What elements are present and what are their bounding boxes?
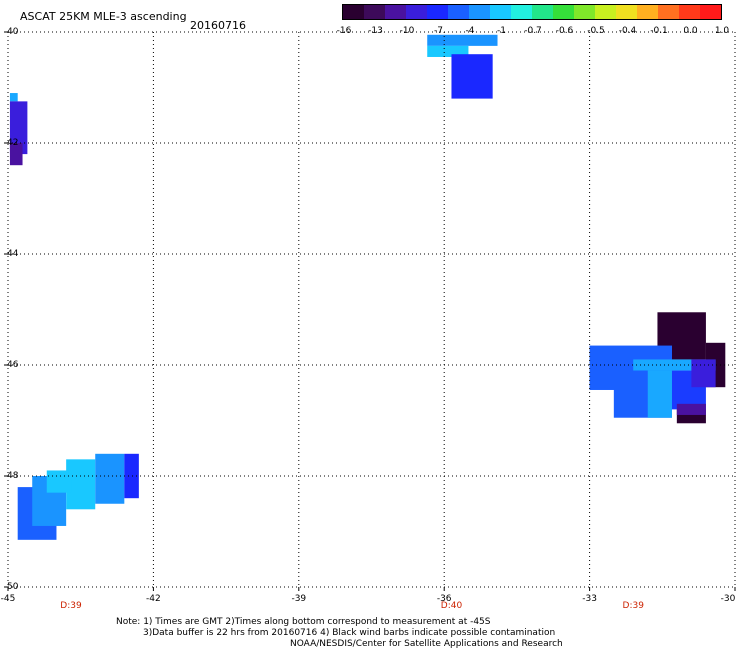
colorbar-segment [637,5,658,19]
time-label: D:39 [60,601,82,611]
colorbar-label: -0.7 [524,26,542,36]
colorbar-segment [343,5,364,19]
wind-swath-cell [124,453,139,499]
note-line-3: NOAA/NESDIS/Center for Satellite Applica… [290,639,563,649]
x-tick-label: -33 [582,594,597,604]
x-tick-label: -36 [436,594,452,604]
colorbar-label: -0.4 [618,26,637,36]
wind-swath-cell [427,34,498,46]
colorbar-label: -1 [497,26,506,36]
wind-swath-cell [95,453,125,504]
y-tick-label: 40 [7,27,19,37]
map-title: ASCAT 25KM MLE-3 ascending [20,10,187,23]
colorbar-segment [364,5,385,19]
x-tick-label: -30 [720,594,736,604]
colorbar-segment [490,5,511,19]
wind-swath-cell [676,403,706,415]
colorbar-segment [469,5,490,19]
x-tick-label: -42 [146,594,161,604]
map-date: 20160716 [190,19,246,32]
colorbar-label: -13 [368,26,383,36]
colorbar-segment [574,5,595,19]
y-tick-label: 50 [7,582,19,592]
colorbar-segment [511,5,532,19]
wind-swath-cell [691,359,716,388]
colorbar-segment [406,5,427,19]
colorbar-segment [700,5,721,19]
time-label: D:40 [440,601,463,611]
wind-swath-cell [633,359,716,371]
wind-swath-cell [647,370,672,418]
note-line-1: Note: 1) Times are GMT 2)Times along bot… [116,617,491,627]
colorbar-segment [595,5,616,19]
colorbar-segment [385,5,406,19]
y-tick-label: 46 [7,360,19,370]
colorbar-segment [616,5,637,19]
x-tick-label: -39 [291,594,307,604]
colorbar-label: -7 [434,26,443,36]
colorbar-segment [427,5,448,19]
colorbar-label: -10 [399,26,415,36]
x-tick-label: -45 [0,594,16,604]
wind-swath-cell [9,143,23,166]
y-tick-label: 42 [7,138,19,148]
colorbar-label: -0.1 [650,26,668,36]
wind-swath-cell [427,45,469,57]
colorbar-label: -4 [465,26,475,36]
colorbar-label: -0.5 [587,26,605,36]
colorbar-segment [658,5,679,19]
y-tick-label: 48 [7,471,19,481]
wind-swath-cell [9,101,28,155]
wind-swath-cell [451,54,493,99]
colorbar-label: 0.0 [683,26,698,36]
wind-swath-cell [46,470,72,493]
time-label: D:39 [622,601,644,611]
y-tick-label: 44 [7,249,19,259]
wind-swath-cell [9,93,18,102]
colorbar-label: -16 [336,26,352,36]
colorbar [342,4,722,20]
colorbar-segment [679,5,700,19]
colorbar-segment [532,5,553,19]
colorbar-segment [553,5,574,19]
colorbar-label: -0.6 [555,26,574,36]
colorbar-label: 1.0 [714,26,730,36]
colorbar-segment [448,5,469,19]
note-line-2: 3)Data buffer is 22 hrs from 20160716 4)… [143,628,556,638]
